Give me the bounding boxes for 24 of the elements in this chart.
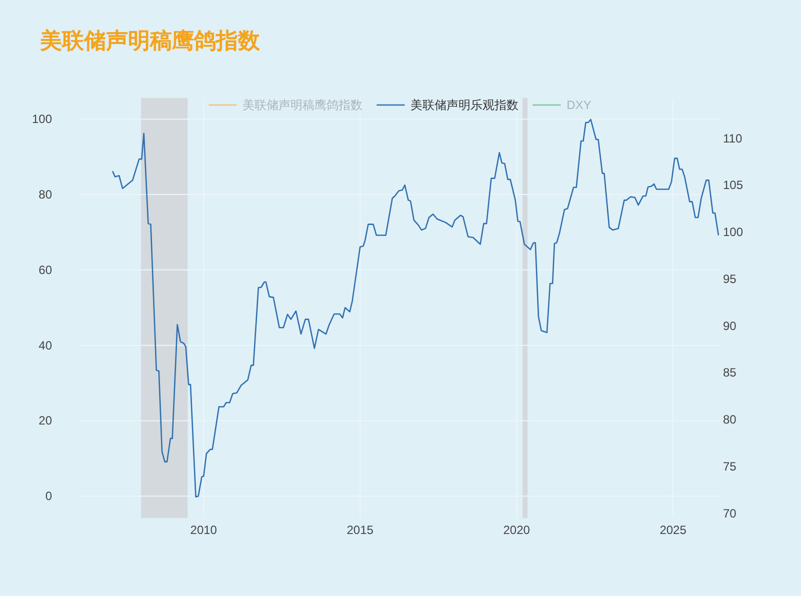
y-tick-label: 0 bbox=[45, 489, 52, 504]
y2-tick-label: 85 bbox=[723, 366, 737, 380]
y2-tick-label: 80 bbox=[723, 412, 737, 427]
y2-tick-label: 95 bbox=[723, 272, 737, 286]
x-tick-label: 2025 bbox=[660, 523, 687, 537]
x-tick-label: 2015 bbox=[346, 523, 374, 537]
y-tick-label: 80 bbox=[38, 188, 52, 202]
x-tick-label: 2020 bbox=[503, 523, 530, 537]
x-tick-label: 2010 bbox=[190, 523, 218, 537]
y2-tick-label: 75 bbox=[723, 459, 737, 474]
y2-tick-label: 105 bbox=[723, 178, 744, 192]
legend-label: 美联储声明乐观指数 bbox=[410, 98, 519, 112]
y2-tick-label: 100 bbox=[723, 225, 744, 240]
y2-tick-label: 110 bbox=[723, 131, 742, 146]
legend-label: 美联储声明稿鹰鸽指数 bbox=[242, 98, 363, 112]
y-tick-label: 60 bbox=[38, 262, 52, 277]
y-tick-label: 20 bbox=[38, 414, 52, 428]
y2-tick-label: 70 bbox=[723, 506, 737, 520]
y2-tick-label: 90 bbox=[723, 318, 737, 333]
line-series bbox=[112, 118, 720, 498]
y-tick-label: 100 bbox=[32, 112, 52, 126]
y-tick-label: 40 bbox=[38, 338, 52, 352]
chart-title: 美联储声明稿鹰鸽指数 bbox=[39, 28, 261, 53]
legend-label: DXY bbox=[566, 98, 592, 112]
